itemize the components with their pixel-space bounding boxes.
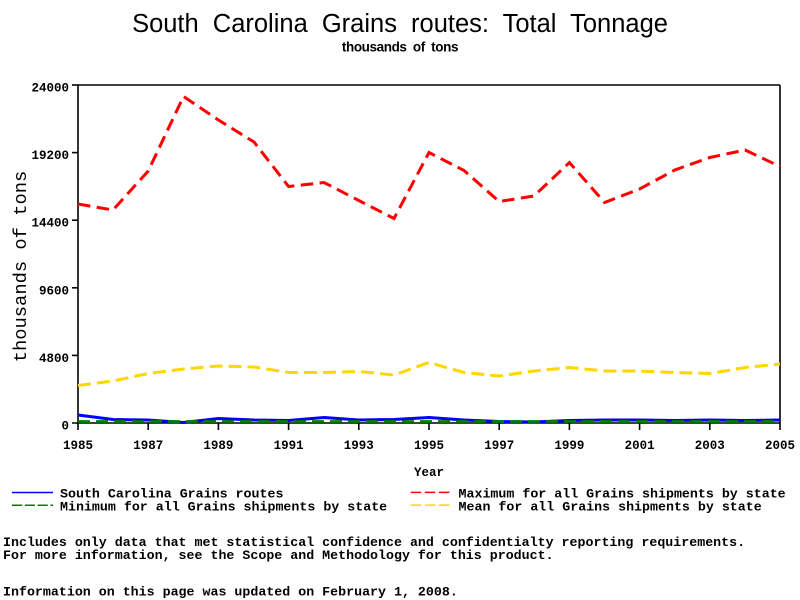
svg-text:Year: Year xyxy=(414,466,444,480)
svg-text:19200: 19200 xyxy=(31,149,69,163)
svg-text:9600: 9600 xyxy=(39,284,69,298)
svg-text:thousands of tons: thousands of tons xyxy=(342,40,458,55)
svg-text:thousands of tons: thousands of tons xyxy=(10,171,32,363)
svg-text:1991: 1991 xyxy=(274,439,304,453)
svg-text:2003: 2003 xyxy=(695,439,725,453)
svg-text:1987: 1987 xyxy=(133,439,163,453)
svg-text:For more information, see the: For more information, see the Scope and … xyxy=(3,548,554,563)
svg-text:2005: 2005 xyxy=(765,439,795,453)
svg-text:14400: 14400 xyxy=(31,217,69,231)
svg-text:Mean for all Grains shipments: Mean for all Grains shipments by state xyxy=(459,500,762,515)
svg-text:1993: 1993 xyxy=(344,439,374,453)
svg-text:Minimum for all Grains shipmen: Minimum for all Grains shipments by stat… xyxy=(60,500,387,515)
svg-text:South Carolina Grains routes: South Carolina Grains routes xyxy=(60,486,283,501)
svg-text:1989: 1989 xyxy=(203,439,233,453)
svg-text:South Carolina Grains routes:: South Carolina Grains routes: Total Tonn… xyxy=(132,10,668,38)
svg-text:Includes only data that met st: Includes only data that met statistical … xyxy=(3,535,745,550)
svg-text:1997: 1997 xyxy=(484,439,514,453)
svg-text:24000: 24000 xyxy=(31,82,69,96)
svg-text:2001: 2001 xyxy=(625,439,655,453)
svg-text:1985: 1985 xyxy=(63,439,93,453)
svg-text:1999: 1999 xyxy=(554,439,584,453)
svg-text:Information on this page was u: Information on this page was updated on … xyxy=(3,585,458,600)
svg-text:4800: 4800 xyxy=(39,352,69,366)
svg-text:1995: 1995 xyxy=(414,439,444,453)
svg-text:Maximum for all Grains shipmen: Maximum for all Grains shipments by stat… xyxy=(459,486,786,501)
svg-text:0: 0 xyxy=(61,420,69,434)
